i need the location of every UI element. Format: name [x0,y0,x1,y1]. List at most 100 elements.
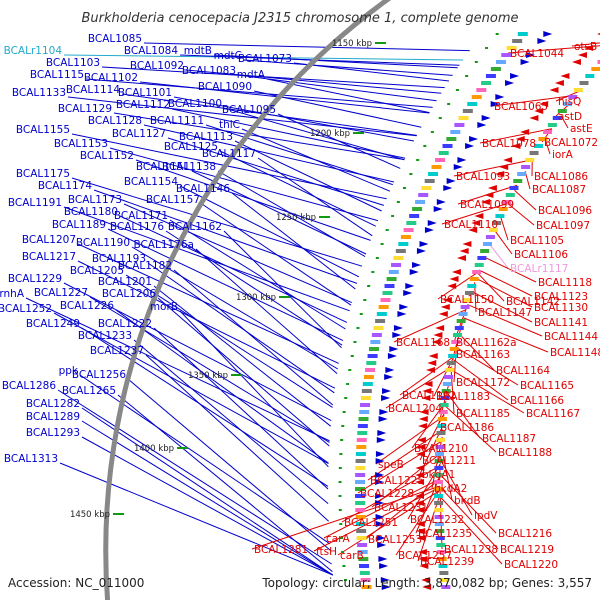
gene-label-bcal1182[interactable]: BCAL1182 [118,260,172,272]
gene-label-bcal1167[interactable]: BCAL1167 [526,408,580,420]
gene-label-bcal1286[interactable]: BCAL1286 [2,380,56,392]
gene-label-bcal1204[interactable]: BCAL1204 [388,403,442,415]
gene-label-bcalr1117[interactable]: BCALr1117 [510,263,568,275]
gene-label-bcal1192[interactable]: BCAL1192 [402,390,456,402]
gene-label-bcal1044[interactable]: BCAL1044 [510,48,564,60]
gene-label-bcal1150[interactable]: BCAL1150 [440,294,494,306]
gene-label-bcal1146[interactable]: BCAL1146 [176,183,230,195]
gene-label-bcal1144[interactable]: BCAL1144 [544,331,598,343]
gene-label-bcal1148[interactable]: BCAL1148 [550,347,600,359]
gene-label-bcal1138[interactable]: BCAL1138 [162,161,216,173]
gene-label-bcal1180[interactable]: BCAL1180 [64,206,118,218]
gene-label-bcal1205[interactable]: BCAL1205 [70,265,124,277]
gene-label-morb[interactable]: morB [150,301,178,313]
gene-label-bcal1256[interactable]: BCAL1256 [72,369,126,381]
gene-label-bcal1281[interactable]: BCAL1281 [254,544,308,556]
gene-label-bcal1211[interactable]: BCAL1211 [422,455,476,467]
gene-label-bcal1115[interactable]: BCAL1115 [30,69,84,81]
gene-label-bcal1233[interactable]: BCAL1233 [78,330,132,342]
gene-label-bcal1141[interactable]: BCAL1141 [534,317,588,329]
gene-label-bcal1128[interactable]: BCAL1128 [88,115,142,127]
gene-label-bcal1163[interactable]: BCAL1163 [456,349,510,361]
gene-label-bkda1[interactable]: bkdA1 [422,469,455,481]
gene-label-bcal1100[interactable]: BCAL1100 [168,98,222,110]
gene-label-bcal1078[interactable]: BCAL1078 [482,138,536,150]
gene-label-bcal1226[interactable]: BCAL1226 [60,300,114,312]
gene-label-bcal1162a[interactable]: BCAL1162a [456,337,517,349]
gene-label-bcal1151[interactable]: BCAL1151 [136,161,190,173]
gene-label-bcal1220[interactable]: BCAL1220 [504,559,558,571]
gene-label-bcal1188[interactable]: BCAL1188 [498,447,552,459]
gene-label-bcal1313[interactable]: BCAL1313 [4,453,58,465]
gene-label-hisq[interactable]: hisQ [558,96,581,108]
gene-label-bcal1157[interactable]: BCAL1157 [146,194,200,206]
gene-label-bcal1168[interactable]: BCAL1168 [396,337,450,349]
gene-label-bcal1237[interactable]: BCAL1237 [90,345,144,357]
gene-label-bcal1239[interactable]: BCAL1239 [420,556,474,568]
gene-label-bcal1084[interactable]: BCAL1084 [124,45,178,57]
gene-label-bcal1147[interactable]: BCAL1147 [478,307,532,319]
gene-label-bcal1083[interactable]: BCAL1083 [182,65,236,77]
gene-label-bcal1129[interactable]: BCAL1129 [58,103,112,115]
gene-label-bcal1189[interactable]: BCAL1189 [52,219,106,231]
gene-label-bcal1282[interactable]: BCAL1282 [26,398,80,410]
gene-label-bcal1065[interactable]: BCAL1065 [494,101,548,113]
gene-label-bcal1176[interactable]: BCAL1176 [110,221,164,233]
gene-label-bcal1238[interactable]: BCAL1238 [444,544,498,556]
gene-label-bcal1249[interactable]: BCAL1249 [26,318,80,330]
gene-label-bcal1127[interactable]: BCAL1127 [112,128,166,140]
gene-label-bcal1092[interactable]: BCAL1092 [130,60,184,72]
gene-label-bcal1190[interactable]: BCAL1190 [76,237,130,249]
gene-label-bcal1133[interactable]: BCAL1133 [12,87,66,99]
gene-label-rnha[interactable]: rnhA [0,288,25,300]
gene-label-bcal1293[interactable]: BCAL1293 [26,427,80,439]
gene-label-bcal1191[interactable]: BCAL1191 [8,197,62,209]
gene-label-bcal1087[interactable]: BCAL1087 [532,184,586,196]
gene-label-ppk[interactable]: ppk [59,365,79,377]
gene-label-bcal1114[interactable]: BCAL1114 [66,84,120,96]
gene-label-bkdb[interactable]: bkdB [454,495,481,507]
gene-label-bcal1222[interactable]: BCAL1222 [98,318,152,330]
gene-label-bcal1265[interactable]: BCAL1265 [62,385,116,397]
gene-label-bcal1165[interactable]: BCAL1165 [520,380,574,392]
gene-label-bcal1175[interactable]: BCAL1175 [16,168,70,180]
gene-label-otsb[interactable]: otsB [574,41,597,53]
gene-label-bcal1105[interactable]: BCAL1105 [510,235,564,247]
gene-label-bcalr1104[interactable]: BCALr1104 [4,45,63,57]
gene-label-bcal1186[interactable]: BCAL1186 [440,422,494,434]
gene-label-bcal1072[interactable]: BCAL1072 [544,137,598,149]
gene-label-bcal1073[interactable]: BCAL1073 [238,53,292,65]
gene-label-bcal1210[interactable]: BCAL1210 [414,443,468,455]
gene-label-bcal1171[interactable]: BCAL1171 [114,210,168,222]
gene-label-bcal1142[interactable]: BCAL1142 [506,296,560,308]
gene-label-bcal1102[interactable]: BCAL1102 [84,72,138,84]
gene-label-bcal1152[interactable]: BCAL1152 [80,150,134,162]
gene-label-bcal1251[interactable]: BCAL1251 [344,517,398,529]
gene-label-ftsh[interactable]: ftsH [316,546,337,558]
gene-label-lpdv[interactable]: lpdV [474,510,498,522]
gene-label-bcal1096[interactable]: BCAL1096 [538,205,592,217]
gene-label-bcal1111[interactable]: BCAL1111 [150,115,204,127]
gene-label-bcal1201[interactable]: BCAL1201 [98,276,152,288]
gene-label-bcal1253[interactable]: BCAL1253 [368,534,422,546]
gene-label-bcal1101[interactable]: BCAL1101 [118,87,172,99]
gene-label-bcal1090[interactable]: BCAL1090 [198,81,252,93]
gene-label-bcal1117[interactable]: BCAL1117 [202,148,256,160]
gene-label-bcal1235[interactable]: BCAL1235 [418,528,472,540]
gene-label-bcal1229[interactable]: BCAL1229 [8,273,62,285]
gene-label-bcal1118[interactable]: BCAL1118 [538,277,592,289]
gene-label-bcal1207[interactable]: BCAL1207 [22,234,76,246]
gene-label-bcal1113[interactable]: BCAL1113 [179,131,233,143]
gene-label-bcal1193[interactable]: BCAL1193 [92,253,146,265]
gene-label-aste[interactable]: astE [570,123,593,135]
gene-label-thic[interactable]: thiC [219,119,240,131]
gene-label-bcal1174[interactable]: BCAL1174 [38,180,92,192]
gene-label-bcal1154[interactable]: BCAL1154 [124,176,178,188]
gene-label-bcal1166[interactable]: BCAL1166 [510,395,564,407]
gene-label-bcal1093[interactable]: BCAL1093 [456,171,510,183]
gene-label-bcal1252[interactable]: BCAL1252 [0,303,52,315]
gene-label-bcal1162[interactable]: BCAL1162 [168,221,222,233]
gene-label-bcal1125[interactable]: BCAL1125 [164,141,218,153]
gene-label-bcal1095[interactable]: BCAL1095 [222,104,276,116]
gene-label-bcal1172[interactable]: BCAL1172 [456,377,510,389]
